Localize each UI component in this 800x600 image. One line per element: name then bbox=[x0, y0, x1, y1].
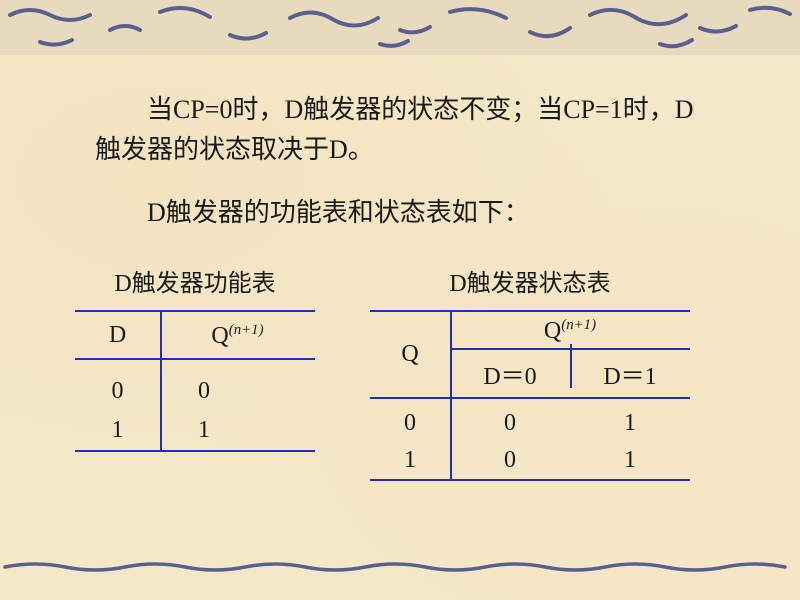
state-table-title: D触发器状态表 bbox=[370, 263, 690, 298]
cell-d0: 0 bbox=[450, 447, 570, 474]
hline bbox=[75, 450, 315, 452]
table-row: 1 1 bbox=[75, 411, 315, 450]
head-q-base: Q bbox=[211, 323, 228, 349]
head-d1: D＝1 bbox=[570, 350, 690, 397]
cell-d: 1 bbox=[75, 417, 160, 444]
head-qn: Q(n+1) bbox=[450, 312, 690, 348]
head-q-sup: (n+1) bbox=[229, 322, 264, 338]
table-row: 0 0 1 bbox=[370, 405, 690, 442]
state-table-block: D触发器状态表 Q Q(n+1) D＝0 D＝1 bbox=[370, 263, 690, 481]
function-table-head: D Q(n+1) bbox=[75, 312, 315, 358]
bottom-decorative-border bbox=[0, 560, 800, 572]
cell-d1: 1 bbox=[570, 447, 690, 474]
function-table-title: D触发器功能表 bbox=[75, 263, 315, 298]
cell-d0: 0 bbox=[450, 410, 570, 437]
cell-q: 1 bbox=[160, 417, 315, 444]
function-table-body: 0 0 1 1 bbox=[75, 360, 315, 450]
cell-q: 0 bbox=[370, 410, 450, 437]
vline bbox=[570, 344, 572, 388]
cell-d1: 1 bbox=[570, 410, 690, 437]
state-head-wrap: Q Q(n+1) D＝0 D＝1 bbox=[370, 312, 690, 397]
function-table-block: D触发器功能表 D Q(n+1) 0 0 1 bbox=[75, 263, 315, 481]
cell-q: 0 bbox=[160, 378, 315, 405]
function-table: D Q(n+1) 0 0 1 1 bbox=[75, 310, 315, 452]
head-qn-base: Q bbox=[544, 318, 561, 344]
cell-d: 0 bbox=[75, 378, 160, 405]
head-q: Q(n+1) bbox=[160, 322, 315, 350]
slide-content: 当CP=0时，D触发器的状态不变；当CP=1时，D触发器的状态取决于D。 D触发… bbox=[0, 90, 800, 481]
head-qn-sup: (n+1) bbox=[561, 317, 596, 333]
state-table-body: 0 0 1 1 0 1 bbox=[370, 399, 690, 479]
head-q-text: Q bbox=[401, 341, 418, 368]
state-table: Q Q(n+1) D＝0 D＝1 bbox=[370, 310, 690, 481]
table-row: 0 0 bbox=[75, 372, 315, 411]
tables-row: D触发器功能表 D Q(n+1) 0 0 1 bbox=[75, 263, 705, 481]
hline bbox=[370, 479, 690, 481]
paragraph-2: D触发器的功能表和状态表如下： bbox=[95, 193, 705, 233]
vline bbox=[160, 312, 162, 450]
head-q: Q bbox=[370, 312, 450, 397]
top-decorative-border bbox=[0, 0, 800, 55]
head-d0: D＝0 bbox=[450, 350, 570, 397]
head-d: D bbox=[75, 322, 160, 350]
paragraph-1: 当CP=0时，D触发器的状态不变；当CP=1时，D触发器的状态取决于D。 bbox=[95, 90, 705, 171]
table-row: 1 0 1 bbox=[370, 442, 690, 479]
cell-q: 1 bbox=[370, 447, 450, 474]
vline bbox=[450, 312, 452, 479]
